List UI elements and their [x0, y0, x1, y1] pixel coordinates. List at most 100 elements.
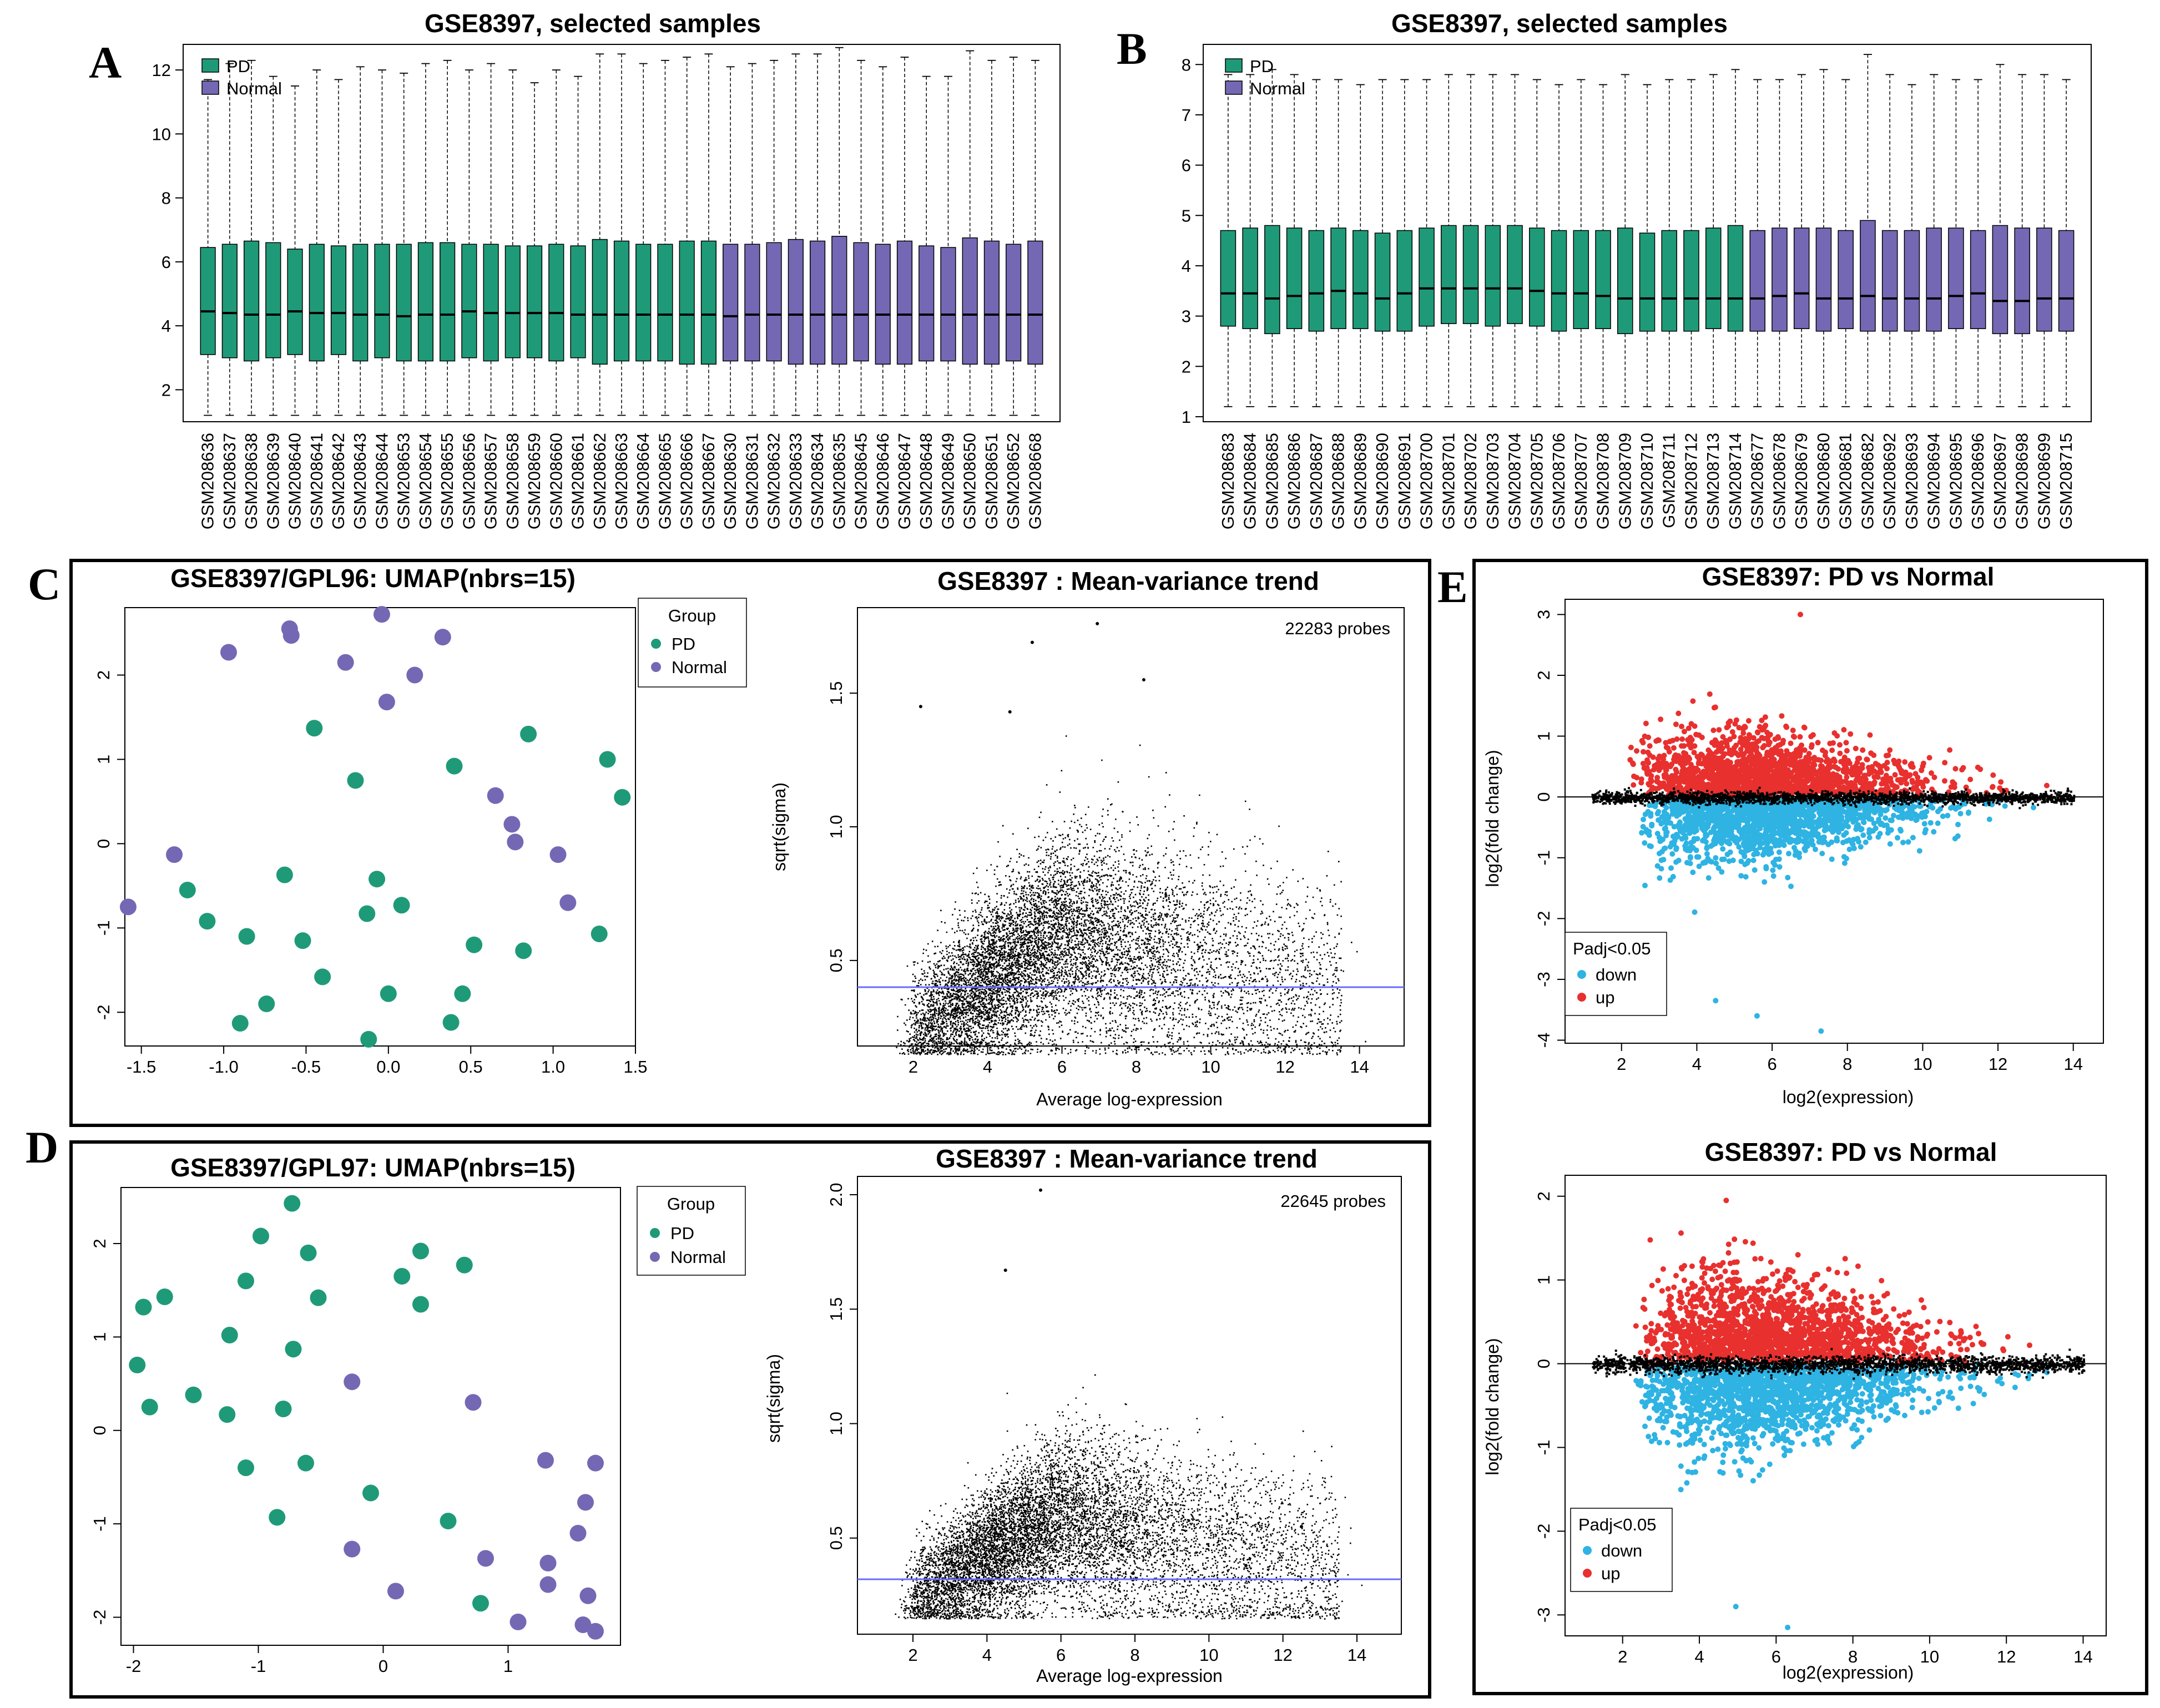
- panel-c-mv-title: GSE8397 : Mean-variance trend: [937, 567, 1319, 595]
- sample-label: GSM208658: [503, 433, 522, 529]
- normal-point: [378, 694, 395, 711]
- box-GSM208663: [613, 53, 630, 416]
- box-GSM208678: [1772, 79, 1788, 407]
- normal-point: [559, 894, 577, 911]
- sample-label: GSM208680: [1814, 433, 1833, 529]
- legend-normal-label: Normal: [672, 658, 727, 677]
- panel-d-mv-probes: 22645 probes: [1280, 1191, 1386, 1211]
- box-GSM208691: [1396, 79, 1413, 407]
- x-tick-label: 12: [1275, 1057, 1294, 1077]
- x-tick-label: 14: [2073, 1647, 2092, 1666]
- normal-point: [166, 846, 183, 863]
- panel-a-boxes: [200, 47, 1043, 416]
- panel-e-top-ylabel: log2(fold change): [1482, 750, 1502, 887]
- y-tick-label: 1.0: [826, 1412, 846, 1436]
- legend-normal-label: Normal: [226, 79, 282, 98]
- pd-point: [285, 1341, 302, 1358]
- box-body: [1793, 228, 1810, 330]
- sample-label: GSM208677: [1748, 433, 1767, 529]
- box-GSM208645: [853, 59, 869, 416]
- box-body: [1485, 225, 1501, 327]
- x-tick-label: 14: [1348, 1645, 1366, 1665]
- box-body: [657, 244, 673, 362]
- box-body: [2058, 230, 2075, 332]
- y-tick-label: 4: [1182, 256, 1191, 276]
- x-tick-label: 4: [1694, 1647, 1704, 1666]
- box-GSM208684: [1242, 74, 1258, 407]
- legend-title: Group: [667, 1194, 715, 1214]
- pd-point: [297, 1454, 314, 1472]
- box-body: [1926, 228, 1942, 332]
- box-body: [504, 245, 521, 358]
- legend-normal-label: Normal: [670, 1247, 726, 1267]
- box-body: [1462, 225, 1479, 324]
- legend-pd-swatch: [1225, 58, 1243, 73]
- box-GSM208658: [504, 69, 521, 416]
- legend-title: Padj<0.05: [1573, 939, 1651, 958]
- box-body: [1948, 228, 1964, 330]
- pd-point: [294, 932, 311, 949]
- legend-title: Group: [668, 606, 716, 625]
- panel-b-sample-labels: GSM208683 GSM208684 GSM208685 GSM208686 GSM2…: [1218, 433, 2076, 529]
- sample-label: GSM208693: [1902, 433, 1921, 529]
- box-GSM208710: [1639, 84, 1656, 407]
- box-body: [831, 236, 847, 365]
- x-tick-label: -2: [126, 1656, 142, 1676]
- box-GSM208692: [1881, 74, 1898, 407]
- sample-label: GSM208634: [808, 433, 827, 529]
- sample-label: GSM208683: [1218, 433, 1238, 529]
- normal-point: [220, 644, 237, 661]
- x-tick-label: 8: [1843, 1054, 1852, 1074]
- box-GSM208635: [831, 47, 847, 416]
- normal-point: [282, 627, 300, 644]
- box-GSM208668: [1027, 59, 1043, 416]
- box-body: [287, 249, 303, 355]
- sample-label: GSM208656: [459, 433, 478, 529]
- pd-point: [141, 1398, 158, 1416]
- sample-label: GSM208647: [895, 433, 914, 529]
- x-tick-label: 1.0: [541, 1057, 565, 1077]
- sample-label: GSM208704: [1505, 433, 1525, 529]
- panel-c-umap-title: GSE8397/GPL96: UMAP(nbrs=15): [170, 564, 576, 593]
- sample-label: GSM208660: [546, 433, 566, 529]
- panel-letter-b: B: [1117, 23, 1147, 74]
- box-GSM208634: [809, 53, 826, 416]
- y-tick-label: -2: [94, 1004, 113, 1020]
- y-tick-label: 1: [90, 1332, 109, 1342]
- box-body: [2014, 228, 2030, 335]
- x-tick-label: 8: [1130, 1645, 1139, 1665]
- box-GSM208647: [896, 57, 913, 416]
- box-body: [1507, 225, 1523, 324]
- pd-point: [347, 772, 364, 789]
- panel-c-mv-probes: 22283 probes: [1285, 619, 1390, 638]
- sample-label: GSM208631: [742, 433, 761, 529]
- outlier-point: [918, 705, 922, 709]
- box-GSM208685: [1264, 69, 1280, 407]
- box-GSM208696: [1970, 79, 1986, 407]
- pd-point: [591, 925, 608, 942]
- legend-normal-label: Normal: [1250, 79, 1305, 98]
- box-body: [962, 237, 978, 365]
- sample-label: GSM208685: [1262, 433, 1281, 529]
- y-tick-label: 8: [1182, 55, 1191, 74]
- y-tick-label: -2: [90, 1610, 109, 1625]
- box-body: [1727, 225, 1744, 332]
- box-GSM208697: [1992, 64, 2008, 407]
- sample-label: GSM208691: [1395, 433, 1414, 529]
- pd-point: [520, 725, 537, 742]
- panel-c-mv-xlabel: Average log-expression: [1036, 1089, 1223, 1109]
- box-body: [766, 242, 782, 362]
- panel-letter-d: D: [26, 1122, 58, 1173]
- box-GSM208660: [548, 69, 564, 416]
- box-body: [352, 244, 369, 362]
- box-body: [374, 244, 390, 358]
- pd-point: [135, 1298, 152, 1316]
- legend-pd-marker: [650, 1228, 660, 1238]
- box-body: [440, 242, 456, 362]
- box-body: [1617, 228, 1633, 335]
- box-body: [417, 242, 434, 362]
- box-body: [940, 247, 956, 362]
- y-tick-label: 4: [162, 316, 171, 336]
- box-body: [1396, 230, 1413, 332]
- y-tick-label: 0: [90, 1426, 109, 1435]
